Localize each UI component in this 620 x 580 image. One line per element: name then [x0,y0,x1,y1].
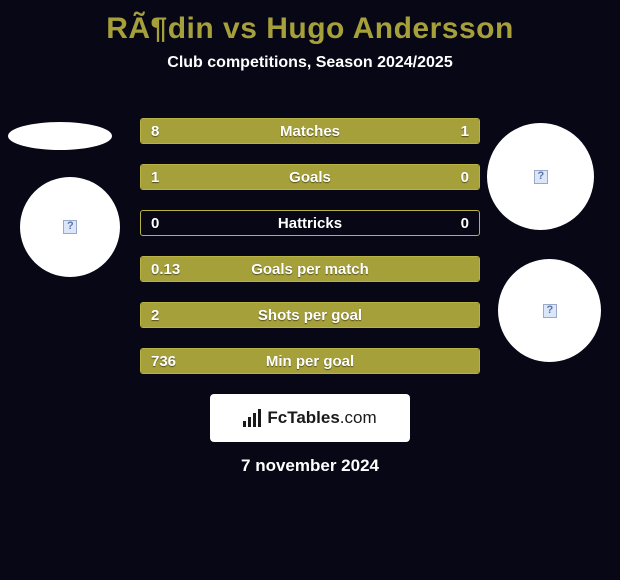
logo-text: FcTables.com [267,408,376,428]
stat-row: 0.13Goals per match [140,256,480,282]
stat-row: 0Hattricks0 [140,210,480,236]
stat-row: 2Shots per goal [140,302,480,328]
stat-row: 8Matches1 [140,118,480,144]
stat-label: Goals [141,165,479,189]
fctables-logo: FcTables.com [210,394,410,442]
image-placeholder-icon [63,220,77,234]
stats-table: 8Matches11Goals00Hattricks00.13Goals per… [140,118,480,374]
stat-label: Hattricks [141,211,479,235]
comparison-subtitle: Club competitions, Season 2024/2025 [0,54,620,72]
player-avatar [20,177,120,277]
stat-label: Min per goal [141,349,479,373]
stat-row: 736Min per goal [140,348,480,374]
stat-value-right: 1 [461,119,469,143]
image-placeholder-icon [534,170,548,184]
stat-label: Goals per match [141,257,479,281]
stat-label: Matches [141,119,479,143]
stat-row: 1Goals0 [140,164,480,190]
snapshot-date: 7 november 2024 [0,456,620,476]
decorative-ellipse [8,122,112,150]
stat-label: Shots per goal [141,303,479,327]
player-avatar [487,123,594,230]
comparison-title: RÃ¶din vs Hugo Andersson [0,0,620,46]
bars-icon [243,409,261,427]
stat-value-right: 0 [461,165,469,189]
player-avatar [498,259,601,362]
stat-value-right: 0 [461,211,469,235]
image-placeholder-icon [543,304,557,318]
